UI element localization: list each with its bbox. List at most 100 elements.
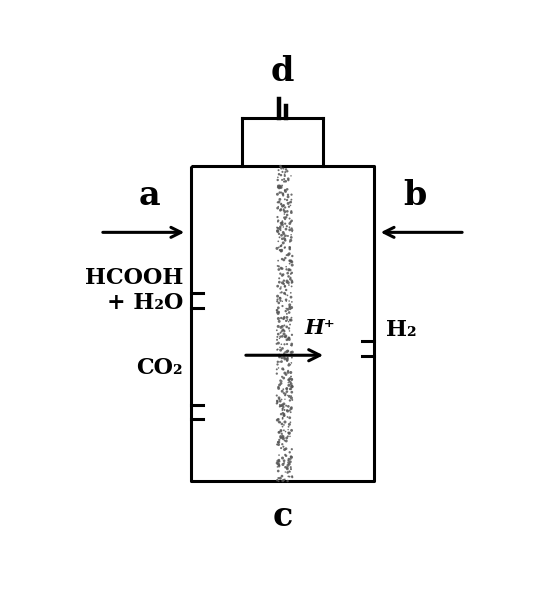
Point — [284, 199, 293, 208]
Point — [286, 457, 295, 467]
Point — [284, 472, 293, 481]
Point — [273, 226, 282, 235]
Point — [282, 335, 291, 344]
Point — [283, 463, 292, 472]
Point — [287, 452, 295, 461]
Point — [275, 197, 284, 207]
Point — [287, 339, 296, 349]
Point — [276, 241, 285, 251]
Point — [273, 415, 281, 425]
Point — [281, 176, 290, 186]
Point — [277, 395, 286, 404]
Point — [278, 344, 287, 353]
Point — [278, 218, 287, 227]
Point — [274, 182, 282, 192]
Point — [274, 461, 283, 471]
Point — [276, 343, 284, 352]
Point — [273, 305, 281, 315]
Point — [280, 320, 288, 330]
Point — [275, 394, 284, 404]
Point — [286, 225, 294, 235]
Point — [280, 332, 289, 341]
Point — [279, 413, 287, 423]
Point — [277, 205, 285, 214]
Point — [273, 217, 282, 227]
Point — [278, 404, 287, 413]
Point — [285, 392, 294, 401]
Point — [277, 240, 286, 250]
Point — [280, 174, 288, 184]
Point — [275, 427, 284, 437]
Point — [283, 195, 292, 205]
Point — [282, 221, 291, 231]
Point — [277, 241, 285, 251]
Point — [274, 236, 282, 246]
Point — [284, 190, 292, 200]
Point — [273, 359, 282, 369]
Point — [279, 314, 288, 323]
Point — [287, 257, 295, 266]
Point — [286, 244, 294, 254]
Point — [284, 192, 292, 202]
Point — [288, 251, 296, 261]
Point — [277, 346, 285, 355]
Point — [280, 289, 289, 298]
Point — [278, 254, 286, 264]
Point — [273, 281, 282, 291]
Point — [276, 245, 284, 255]
Point — [287, 303, 296, 313]
Point — [277, 429, 286, 439]
Point — [286, 200, 295, 210]
Point — [286, 315, 295, 325]
Point — [280, 350, 288, 359]
Point — [287, 278, 296, 287]
Point — [281, 236, 289, 245]
Point — [285, 214, 294, 223]
Point — [276, 397, 285, 406]
Point — [287, 316, 295, 325]
Point — [278, 406, 287, 415]
Point — [286, 219, 294, 229]
Point — [275, 277, 284, 287]
Point — [288, 472, 296, 482]
Point — [275, 233, 284, 242]
Point — [276, 418, 285, 427]
Point — [281, 331, 290, 341]
Point — [278, 386, 286, 396]
Point — [287, 171, 295, 181]
Point — [273, 332, 281, 341]
Point — [285, 428, 293, 438]
Point — [286, 236, 295, 245]
Point — [279, 476, 287, 485]
Point — [273, 396, 281, 406]
Point — [286, 368, 295, 377]
Point — [286, 197, 294, 207]
Point — [288, 330, 296, 340]
Point — [282, 451, 291, 461]
Point — [274, 415, 282, 424]
Point — [287, 268, 296, 278]
Point — [272, 365, 281, 374]
Point — [285, 249, 294, 259]
Point — [274, 466, 282, 476]
Point — [286, 302, 294, 311]
Point — [276, 328, 285, 338]
Point — [285, 375, 293, 385]
Point — [276, 269, 285, 278]
Point — [280, 171, 289, 181]
Point — [284, 461, 292, 470]
Point — [278, 181, 286, 190]
Point — [278, 271, 287, 280]
Point — [272, 391, 281, 400]
Point — [287, 404, 295, 413]
Point — [280, 340, 289, 349]
Text: d: d — [271, 55, 294, 88]
Point — [274, 229, 283, 239]
Point — [285, 380, 293, 390]
Point — [274, 216, 282, 226]
Point — [280, 289, 289, 298]
Point — [281, 242, 289, 252]
Point — [279, 190, 287, 199]
Point — [277, 163, 286, 173]
Point — [276, 352, 285, 362]
